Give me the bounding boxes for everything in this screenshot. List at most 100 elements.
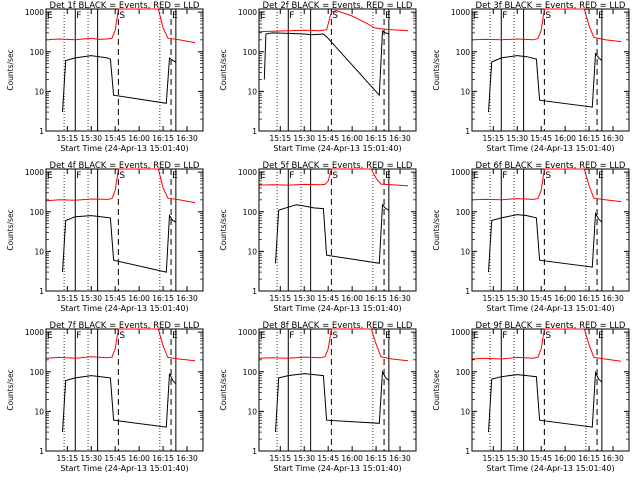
x-tick-label: 16:30 [176,454,198,463]
y-axis-label: Counts/sec [432,209,441,250]
x-tick-label: 15:45 [530,134,552,143]
x-tick-label: 16:15 [152,294,174,303]
y-tick-label: 100 [30,368,45,377]
y-tick-label: 1000 [238,8,257,17]
events-series-line [263,30,390,97]
chart-title: Det 5f BLACK = Events, RED = LLD [263,161,413,171]
segment-marker-label: S [119,11,125,21]
y-tick-label: 1 [252,447,257,456]
x-tick-label: 15:45 [317,134,339,143]
x-tick-label: 16:30 [389,134,411,143]
segment-marker-label: S [119,331,125,341]
x-tick-label: 15:15 [56,454,78,463]
chart-title: Det 8f BLACK = Events, RED = LLD [263,321,413,331]
x-tick-label: 15:45 [530,454,552,463]
y-tick-label: 1000 [238,328,257,337]
x-tick-label: 16:30 [176,294,198,303]
events-series-line [62,55,177,113]
y-tick-label: 1000 [25,8,44,17]
y-axis-label: Counts/sec [219,49,228,90]
segment-marker-label: S [119,171,125,181]
x-tick-label: 15:30 [80,294,102,303]
chart-title: Det 9f BLACK = Events, RED = LLD [476,321,626,331]
events-series-line [488,370,603,433]
x-axis-label: Start Time (24-Apr-13 15:01:40) [60,144,188,153]
segment-marker-label: E [473,11,479,21]
y-tick-label: 1000 [451,328,470,337]
y-tick-label: 1000 [451,168,470,177]
y-tick-label: 1 [39,127,44,136]
y-tick-label: 1000 [451,8,470,17]
y-tick-label: 100 [456,368,471,377]
lld-series-line [472,8,622,43]
x-tick-label: 15:15 [269,134,291,143]
plot-frame [45,328,204,452]
lld-series-line [472,328,622,362]
x-axis-label: Start Time (24-Apr-13 15:01:40) [486,304,614,313]
x-tick-label: 16:30 [176,134,198,143]
plot-frame [258,168,417,292]
x-axis-label: Start Time (24-Apr-13 15:01:40) [486,144,614,153]
x-tick-label: 16:00 [554,454,576,463]
x-tick-label: 16:15 [578,294,600,303]
segment-marker-label: E [473,171,479,181]
x-tick-label: 15:30 [293,454,315,463]
y-tick-label: 100 [456,48,471,57]
x-tick-label: 16:15 [365,134,387,143]
y-tick-label: 100 [243,368,258,377]
segment-marker-label: E [598,11,604,21]
chart-title: Det 1f BLACK = Events, RED = LLD [50,1,200,11]
lld-series-line [259,9,409,33]
x-tick-label: 16:00 [128,294,150,303]
segment-marker-label: E [172,11,178,21]
segment-marker-label: S [332,171,338,181]
y-axis-label: Counts/sec [6,209,15,250]
events-series-line [62,214,177,273]
x-tick-label: 15:30 [80,454,102,463]
y-tick-label: 10 [247,87,257,96]
x-tick-label: 15:15 [482,294,504,303]
segment-marker-label: F [76,11,81,21]
x-tick-label: 15:45 [104,294,126,303]
x-tick-label: 16:30 [389,294,411,303]
x-tick-label: 15:30 [80,134,102,143]
x-tick-label: 16:00 [128,454,150,463]
y-tick-label: 10 [247,407,257,416]
x-tick-label: 15:30 [506,294,528,303]
segment-marker-label: E [385,171,391,181]
y-tick-label: 1 [252,127,257,136]
chart-title: Det 7f BLACK = Events, RED = LLD [50,321,200,331]
segment-marker-label: S [332,331,338,341]
segment-marker-label: E [172,171,178,181]
segment-marker-label: E [473,331,479,341]
segment-marker-label: F [502,331,507,341]
segment-marker-label: E [598,171,604,181]
y-tick-label: 1 [39,447,44,456]
y-tick-label: 1000 [25,168,44,177]
segment-marker-label: E [385,11,391,21]
x-tick-label: 15:30 [506,134,528,143]
lld-series-line [472,168,622,203]
lld-series-line [259,168,409,187]
x-tick-label: 15:15 [56,134,78,143]
plot-frame [471,328,630,452]
x-tick-label: 16:15 [152,454,174,463]
y-tick-label: 10 [34,247,44,256]
y-tick-label: 1 [465,287,470,296]
x-axis-label: Start Time (24-Apr-13 15:01:40) [60,304,188,313]
y-tick-label: 100 [243,48,258,57]
segment-marker-label: E [260,331,266,341]
y-tick-label: 1 [39,287,44,296]
y-tick-label: 10 [247,247,257,256]
y-tick-label: 10 [34,407,44,416]
segment-marker-label: E [47,171,53,181]
x-tick-label: 16:00 [554,294,576,303]
y-axis-label: Counts/sec [219,209,228,250]
